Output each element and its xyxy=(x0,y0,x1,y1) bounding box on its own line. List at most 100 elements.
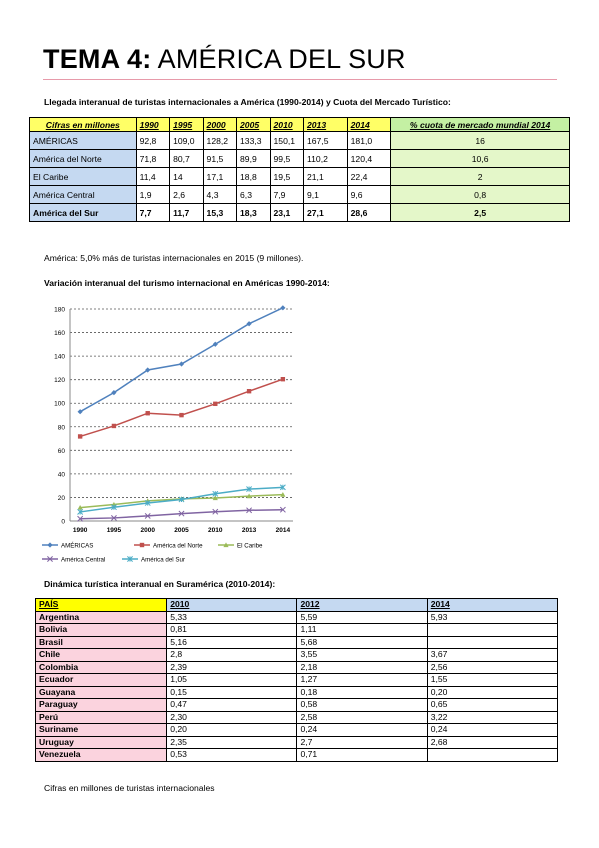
table2-row: Suriname 0,20 0,24 0,24 xyxy=(34,723,559,737)
data-point xyxy=(179,412,184,418)
table2-row: Brasil 5,16 5,68 xyxy=(34,635,559,649)
data-point xyxy=(47,542,53,548)
line-chart: 0 20 40 60 80 100 120 140 160 180 1990 1995 2000 2005… xyxy=(42,305,293,563)
tourist-value: 0,58 xyxy=(296,698,428,712)
data-point xyxy=(111,423,117,429)
arrivals-value: 120,4 xyxy=(346,149,392,168)
arrivals-value: 23,1 xyxy=(269,203,305,222)
y-tick-label: 160 xyxy=(54,330,65,337)
market-share-value: 2,5 xyxy=(390,203,570,222)
arrivals-value: 19,5 xyxy=(269,167,305,186)
x-tick-label: 2000 xyxy=(140,527,155,534)
data-point xyxy=(246,321,252,327)
data-point xyxy=(280,305,286,311)
tourist-value xyxy=(426,635,559,649)
tourist-value: 5,93 xyxy=(426,610,559,624)
country-name: Ecuador xyxy=(34,673,168,687)
tourist-value: 0,71 xyxy=(296,748,428,762)
country-name: Argentina xyxy=(34,610,168,624)
x-tick-label: 2005 xyxy=(174,527,189,534)
data-point xyxy=(223,542,229,548)
data-point xyxy=(280,376,286,382)
country-name: Colombia xyxy=(34,660,168,674)
data-point xyxy=(280,492,286,497)
tourist-value: 1,27 xyxy=(296,673,428,687)
arrivals-table: Cifras en millones 1990 1995 2000 2005 2010 20… xyxy=(29,117,570,222)
arrivals-value: 22,4 xyxy=(346,167,392,186)
market-share-value: 2 xyxy=(390,167,570,186)
data-point xyxy=(77,434,83,439)
x-tick-label: 1990 xyxy=(73,527,88,534)
table1-header-cell: 1995 xyxy=(169,117,204,132)
arrivals-value: 7,9 xyxy=(269,185,305,204)
market-share-value: 0,8 xyxy=(390,185,570,204)
country-name: Guayana xyxy=(34,685,168,699)
arrivals-value: 133,3 xyxy=(236,131,271,150)
data-point xyxy=(212,508,219,515)
table2-row: Colombia 2,39 2,18 2,56 xyxy=(34,660,559,674)
arrivals-value: 9,1 xyxy=(303,185,348,204)
tourist-value: 2,7 xyxy=(296,735,428,749)
legend-label: El Caribe xyxy=(237,542,263,549)
table2-header-cell: PAÍS xyxy=(34,598,168,612)
region-name: América del Sur xyxy=(29,203,137,222)
arrivals-value: 181,0 xyxy=(346,131,392,150)
arrivals-value: 167,5 xyxy=(303,131,348,150)
page-title: TEMA 4: AMÉRICA DEL SUR xyxy=(43,44,406,75)
table2-row: Ecuador 1,05 1,27 1,55 xyxy=(34,673,559,687)
y-tick-label: 40 xyxy=(58,471,66,478)
table1-row: AMÉRICAS 92,8 109,0 128,2 133,3 150,1 167,5 181… xyxy=(29,131,570,150)
region-name: América Central xyxy=(29,185,137,204)
table1-header-cell: Cifras en millones xyxy=(29,117,137,132)
arrivals-value: 109,0 xyxy=(169,131,204,150)
data-point xyxy=(77,515,84,522)
tourist-value xyxy=(426,623,559,637)
country-name: Venezuela xyxy=(34,748,168,762)
x-tick-label: 2014 xyxy=(276,527,291,534)
table2-header-cell: 2012 xyxy=(296,598,428,612)
tourist-value: 2,35 xyxy=(166,735,298,749)
tourist-value: 2,68 xyxy=(426,735,559,749)
legend-label: América Central xyxy=(61,556,105,563)
arrivals-value: 21,1 xyxy=(303,167,348,186)
table2-footnote: Cifras en millones de turistas internaci… xyxy=(44,783,215,793)
region-name: AMÉRICAS xyxy=(29,131,137,150)
y-tick-label: 120 xyxy=(54,377,65,384)
y-tick-label: 140 xyxy=(54,354,65,361)
region-name: América del Norte xyxy=(29,149,137,168)
table2-row: Guayana 0,15 0,18 0,20 xyxy=(34,685,559,699)
arrivals-value: 128,2 xyxy=(202,131,238,150)
arrivals-value: 89,9 xyxy=(236,149,271,168)
y-tick-label: 80 xyxy=(58,424,66,431)
x-tick-label: 1995 xyxy=(107,527,122,534)
y-tick-label: 20 xyxy=(58,495,66,502)
south-america-table: PAÍS 2010 2012 2014 Argentina 5,33 5,59 5,93 Bol… xyxy=(34,598,559,762)
tourist-value: 0,15 xyxy=(166,685,298,699)
arrivals-value: 6,3 xyxy=(236,185,271,204)
country-name: Uruguay xyxy=(34,735,168,749)
y-tick-label: 180 xyxy=(54,307,65,314)
data-point xyxy=(144,512,151,519)
y-tick-label: 60 xyxy=(58,448,66,455)
table2-row: Argentina 5,33 5,59 5,93 xyxy=(34,610,559,624)
series-line xyxy=(79,378,284,438)
country-name: Bolivia xyxy=(34,623,168,637)
tourist-value: 3,22 xyxy=(426,710,559,724)
data-point xyxy=(47,556,53,562)
arrivals-value: 110,2 xyxy=(303,149,348,168)
arrivals-value: 9,6 xyxy=(346,185,392,204)
tourist-value: 0,81 xyxy=(166,623,298,637)
country-name: Brasil xyxy=(34,635,168,649)
legend-label: América del Norte xyxy=(153,542,203,549)
tourist-value: 1,55 xyxy=(426,673,559,687)
data-point xyxy=(279,506,286,513)
arrivals-value: 4,3 xyxy=(202,185,238,204)
title-divider xyxy=(43,79,557,80)
tourist-value: 3,67 xyxy=(426,648,559,662)
arrivals-value: 91,5 xyxy=(202,149,238,168)
tourist-value: 3,55 xyxy=(296,648,428,662)
tourist-value: 2,8 xyxy=(166,648,298,662)
tourist-value: 2,56 xyxy=(426,660,559,674)
data-point xyxy=(77,504,83,510)
page-title-rest: AMÉRICA DEL SUR xyxy=(151,44,406,74)
